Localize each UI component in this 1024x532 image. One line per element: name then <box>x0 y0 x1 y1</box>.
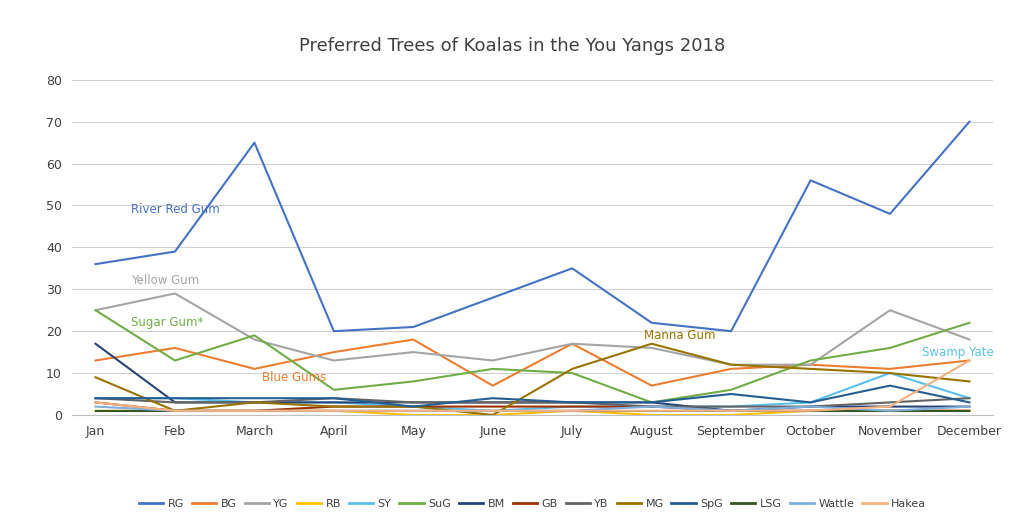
Text: Manna Gum: Manna Gum <box>644 329 715 342</box>
Text: Swamp Yate: Swamp Yate <box>922 346 993 359</box>
Text: Preferred Trees of Koalas in the You Yangs 2018: Preferred Trees of Koalas in the You Yan… <box>299 37 725 55</box>
Text: Sugar Gum*: Sugar Gum* <box>131 317 204 329</box>
Legend: RG, BG, YG, RB, SY, SuG, BM, GB, YB, MG, SpG, LSG, Wattle, Hakea: RG, BG, YG, RB, SY, SuG, BM, GB, YB, MG,… <box>134 494 931 513</box>
Text: Yellow Gum: Yellow Gum <box>131 275 200 287</box>
Text: River Red Gum: River Red Gum <box>131 203 220 216</box>
Text: Blue Gums: Blue Gums <box>262 371 327 384</box>
